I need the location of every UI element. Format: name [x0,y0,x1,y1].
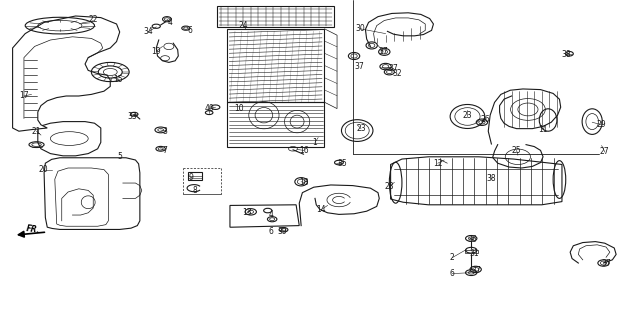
Text: 20: 20 [38,165,48,174]
Text: 25: 25 [512,146,522,155]
Text: 23: 23 [356,124,366,133]
Text: 16: 16 [299,146,309,155]
Text: 10: 10 [234,104,244,113]
Text: 6: 6 [188,26,193,35]
Text: 7: 7 [163,146,168,155]
Text: 37: 37 [471,266,481,275]
Text: 17: 17 [19,92,29,100]
Text: 3: 3 [163,127,168,136]
Text: 37: 37 [378,47,388,56]
Text: 12: 12 [433,159,443,168]
Text: 26: 26 [480,116,490,124]
Text: 28: 28 [384,182,394,191]
Text: 6: 6 [450,269,455,278]
Text: 4: 4 [268,210,273,219]
Text: 6: 6 [268,228,273,236]
Text: 1: 1 [312,138,318,147]
Text: 5: 5 [117,152,122,161]
Text: 40: 40 [204,104,214,113]
Text: FR.: FR. [25,224,40,235]
Text: 33: 33 [127,112,137,121]
Text: 4: 4 [168,18,173,27]
Text: 32: 32 [392,69,402,78]
Text: 21: 21 [32,127,42,136]
Text: 30: 30 [355,24,365,33]
Text: 38: 38 [561,50,571,59]
Text: 2: 2 [450,253,455,262]
Text: 9: 9 [188,173,193,182]
Text: 22: 22 [88,15,98,24]
Text: 18: 18 [299,178,309,187]
Text: 13: 13 [242,208,252,217]
Text: 36: 36 [467,236,478,244]
Bar [188,172,202,180]
Bar [465,250,478,253]
Text: 37: 37 [389,64,399,73]
Bar [217,6,334,27]
Text: 37: 37 [601,260,611,268]
Text: 23: 23 [462,111,472,120]
Text: 27: 27 [600,148,610,156]
Text: 14: 14 [316,205,326,214]
Text: 15: 15 [113,76,123,84]
Text: 11: 11 [538,125,548,134]
Text: 24: 24 [239,21,249,30]
Text: 35: 35 [337,159,347,168]
Text: 39: 39 [277,227,287,236]
Text: 38: 38 [486,174,496,183]
Text: 8: 8 [193,186,198,195]
Text: 37: 37 [354,62,364,71]
Text: 31: 31 [469,249,479,258]
Text: 29: 29 [597,120,607,129]
Text: 34: 34 [143,28,153,36]
Text: 19: 19 [151,47,161,56]
